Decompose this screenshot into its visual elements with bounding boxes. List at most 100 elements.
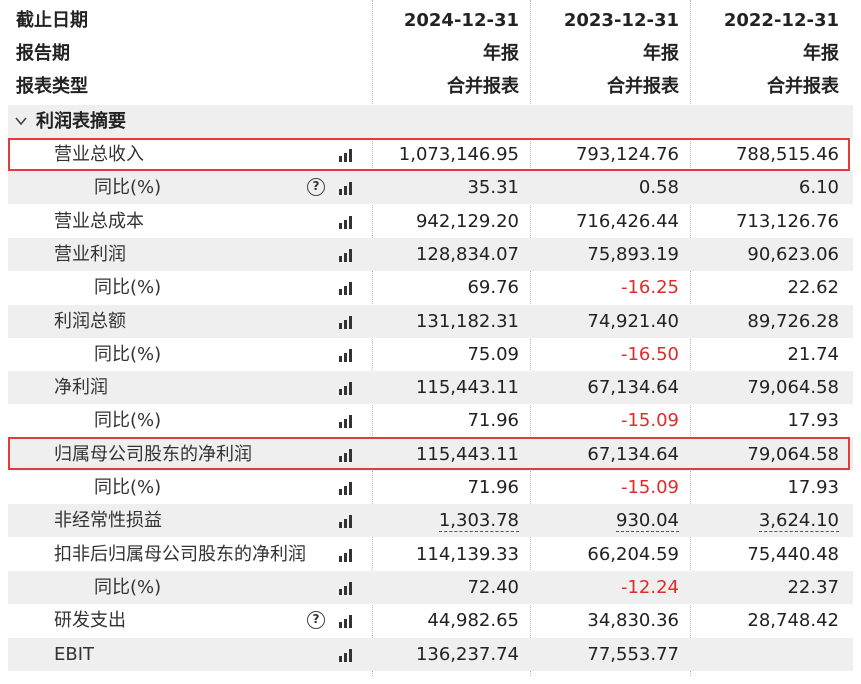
value-text: -15.09 [620,477,679,498]
bar-chart-icon[interactable] [338,281,356,296]
value-cell[interactable]: 3,624.10 [758,504,839,537]
row-label: EBIT [54,643,95,665]
column-period: 年报 [643,43,679,64]
column-type: 合并报表 [767,76,839,97]
value-cell: 35.31 [467,171,519,204]
value-cell: 71.96 [467,471,519,504]
row-label: 非经常性损益 [54,510,162,532]
header-label-period: 报告期 [16,43,70,64]
value-text: 1,303.78 [438,510,519,533]
value-text: 788,515.46 [735,144,839,165]
value-cell: -16.25 [621,271,679,304]
row-label: 研发支出 [54,610,126,632]
row-label: 同比(%) [94,277,162,299]
bar-chart-icon[interactable] [338,648,356,662]
value-cell: 114,139.33 [416,538,519,571]
column-date: 2023-12-31 [563,10,679,31]
value-cell: 128,834.07 [416,238,519,271]
row-label: 利润总额 [54,310,126,332]
value-text: 79,064.58 [747,377,839,399]
table-row: 同比(%) 75.09 -16.50 21.74 [8,338,853,371]
column-type: 合并报表 [447,76,519,97]
value-cell: 67,134.64 [587,371,679,404]
bar-chart-icon[interactable] [338,148,356,162]
value-text: 21.74 [787,343,839,365]
value-cell: 69.76 [467,271,519,304]
value-text: 74,921.40 [587,310,679,332]
bar-chart-icon[interactable] [338,581,356,595]
value-text: 34,830.36 [587,610,679,632]
bar-chart-icon[interactable] [338,248,356,262]
value-cell: 136,237.74 [416,638,519,671]
chevron-down-icon[interactable] [14,114,28,128]
column-divider [690,0,691,676]
table-row: 营业总成本 942,129.20 716,426.44 713,126.76 [8,205,853,238]
value-cell: 793,124.76 [576,138,679,171]
value-cell: 115,443.11 [416,438,519,471]
value-cell: 788,515.46 [736,138,839,171]
column-period: 年报 [803,43,839,64]
row-label: 营业利润 [54,243,126,265]
table-row: 净利润 115,443.11 67,134.64 79,064.58 [8,371,853,405]
value-text: -16.50 [620,343,679,365]
section-income-summary[interactable]: 利润表摘要 [8,105,853,138]
value-text: 115,443.11 [415,377,519,399]
value-cell[interactable]: 1,303.78 [438,504,519,537]
help-icon[interactable]: ? [307,611,325,630]
column-date: 2022-12-31 [723,10,839,31]
row-label: 净利润 [54,377,108,399]
value-cell: 1,073,146.95 [399,138,519,171]
column-divider [372,0,373,676]
value-text: 75,893.19 [587,243,679,265]
bar-chart-icon[interactable] [338,348,356,362]
value-text: -16.25 [620,277,679,299]
table-row: 同比(%) 69.76 -16.25 22.62 [8,271,853,304]
value-text: 71.96 [467,477,519,498]
table-row: 营业总收入 1,073,146.95 793,124.76 788,515.46 [8,138,853,171]
column-divider [530,0,531,676]
value-text: 3,624.10 [758,510,839,533]
value-cell: -15.09 [621,471,679,504]
bar-chart-icon[interactable] [338,481,356,495]
value-cell: 22.62 [787,271,839,304]
value-cell: 72.40 [467,571,519,604]
value-cell: 67,134.64 [587,438,679,471]
table-row: 营业利润 128,834.07 75,893.19 90,623.06 [8,237,853,271]
bar-chart-icon[interactable] [338,181,356,196]
table-row: 归属母公司股东的净利润 115,443.11 67,134.64 79,064.58 [8,437,853,471]
value-text: 942,129.20 [415,210,519,232]
value-text: 67,134.64 [587,377,679,399]
bar-chart-icon[interactable] [338,448,356,462]
bar-chart-icon[interactable] [338,315,356,329]
bar-chart-icon[interactable] [338,614,356,629]
table-row: 利润总额 131,182.31 74,921.40 89,726.28 [8,304,853,338]
table-row: 同比(%) 71.96 -15.09 17.93 [8,404,853,437]
value-cell: 79,064.58 [747,371,839,404]
value-cell: 75,893.19 [587,238,679,271]
value-text: 44,982.65 [427,610,519,632]
value-text: 75,440.48 [747,543,839,565]
table-row: EBIT 136,237.74 77,553.77 [8,637,853,671]
bar-chart-icon[interactable] [338,548,356,562]
row-label: 扣非后归属母公司股东的净利润 [54,543,306,565]
value-text: -15.09 [620,410,679,432]
bar-chart-icon[interactable] [338,414,356,429]
table-row: 扣非后归属母公司股东的净利润 114,139.33 66,204.59 75,440.… [8,538,853,571]
header-row-date: 截止日期 2024-12-31 2023-12-31 2022-12-31 [0,4,861,37]
value-cell[interactable]: 930.04 [616,504,679,537]
value-text: 67,134.64 [587,443,679,465]
value-text: 17.93 [787,410,839,432]
value-cell: 17.93 [787,404,839,437]
bar-chart-icon[interactable] [338,215,356,229]
value-cell: 89,726.28 [747,305,839,338]
row-label: 同比(%) [94,576,162,598]
value-cell: 131,182.31 [416,305,519,338]
header-row-type: 报表类型 合并报表 合并报表 合并报表 [0,70,861,103]
value-text: 793,124.76 [575,144,679,165]
value-cell: 6.10 [799,171,839,204]
header-row-period: 报告期 年报 年报 年报 [0,37,861,70]
help-icon[interactable]: ? [307,178,325,197]
bar-chart-icon[interactable] [338,381,356,396]
bar-chart-icon[interactable] [338,514,356,529]
